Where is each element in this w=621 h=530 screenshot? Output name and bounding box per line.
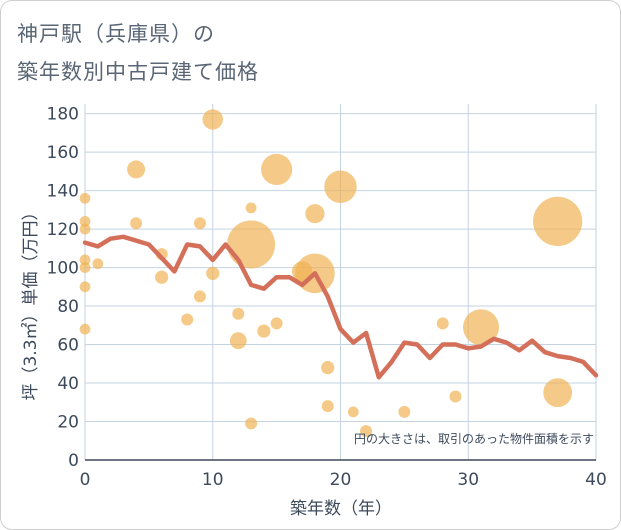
chart-title-line1: 神戸駅（兵庫県）の — [17, 22, 215, 46]
data-bubble — [543, 378, 573, 408]
data-bubble — [79, 254, 91, 266]
data-bubble — [347, 406, 359, 418]
data-bubble — [232, 307, 245, 320]
data-bubble — [155, 270, 169, 284]
x-tick-label: 10 — [202, 470, 224, 490]
data-bubble — [398, 405, 411, 418]
data-bubble — [245, 202, 257, 214]
data-bubble — [127, 160, 146, 179]
data-bubble — [533, 196, 583, 246]
y-tick-label: 0 — [68, 451, 79, 471]
y-tick-label: 140 — [47, 182, 79, 202]
grid-lines — [84, 104, 597, 460]
data-bubble — [79, 192, 91, 204]
x-axis-label: 築年数（年） — [290, 499, 392, 519]
y-tick-label: 20 — [57, 413, 79, 433]
y-tick-label: 40 — [57, 374, 79, 394]
data-bubble — [305, 204, 325, 224]
x-tick-labels: 0 10 20 30 40 — [80, 470, 607, 490]
data-bubble — [324, 170, 357, 203]
y-tick-label: 180 — [47, 105, 79, 125]
data-bubble — [206, 266, 220, 280]
data-bubble — [181, 313, 194, 326]
size-note: 円の大きさは、取引のあった物件面積を示す — [354, 431, 594, 446]
data-bubble — [261, 153, 293, 186]
data-bubble — [193, 290, 206, 303]
x-tick-label: 0 — [80, 470, 91, 490]
data-bubble — [245, 417, 258, 430]
y-tick-label: 100 — [47, 259, 79, 279]
data-bubble — [321, 361, 335, 375]
y-tick-label: 80 — [57, 297, 79, 317]
data-bubble — [449, 390, 462, 403]
data-bubble — [229, 332, 247, 350]
data-bubble — [92, 258, 104, 270]
data-bubble — [360, 425, 373, 438]
data-bubble — [270, 317, 283, 330]
data-bubble — [79, 262, 91, 273]
y-tick-label: 60 — [57, 336, 79, 356]
data-bubble — [463, 309, 500, 346]
data-bubble — [193, 217, 206, 230]
bubble-layer — [79, 109, 583, 438]
y-tick-labels: 0 20 40 60 80 100 120 140 160 180 — [47, 105, 79, 471]
data-bubble — [227, 220, 276, 269]
data-bubble — [321, 400, 334, 413]
data-bubble — [79, 281, 91, 293]
data-bubble — [79, 215, 91, 227]
y-tick-label: 160 — [47, 143, 79, 163]
y-axis-label: 坪（3.3㎡）単価（万円） — [21, 203, 41, 400]
data-bubble — [79, 223, 91, 235]
average-price-line — [82, 234, 599, 380]
chart-title-line2: 築年数別中古戸建て価格 — [17, 60, 259, 84]
x-tick-label: 30 — [457, 470, 479, 490]
data-bubble — [79, 323, 91, 335]
data-bubble — [257, 324, 271, 338]
data-bubble — [202, 109, 223, 130]
x-tick-label: 40 — [585, 470, 607, 490]
data-bubble — [130, 217, 143, 230]
x-tick-label: 20 — [330, 470, 352, 490]
data-bubble — [436, 317, 449, 330]
y-tick-label: 120 — [47, 220, 79, 240]
